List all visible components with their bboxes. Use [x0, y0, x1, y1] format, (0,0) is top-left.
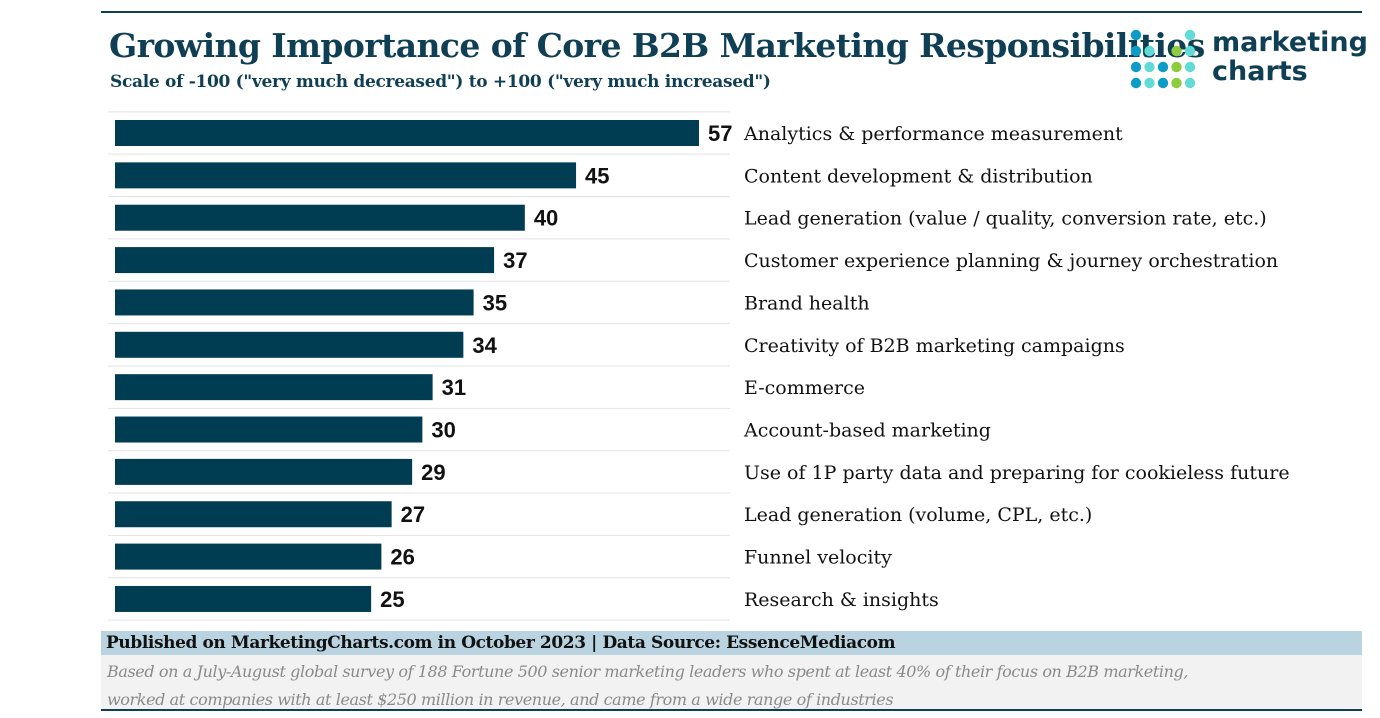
bar [115, 289, 474, 316]
data-label: 30 [431, 418, 455, 443]
bar [115, 331, 464, 358]
data-label: 57 [708, 121, 732, 146]
logo-line1: marketing [1212, 27, 1368, 58]
category-label: Funnel velocity [744, 547, 892, 569]
logo-dot [1144, 61, 1155, 73]
top-rule [101, 11, 1362, 13]
category-label: Lead generation (value / quality, conver… [744, 208, 1267, 230]
logo-dot [1144, 77, 1155, 89]
note-line1: Based on a July-August global survey of … [107, 662, 1189, 681]
logo-dot [1184, 77, 1196, 89]
bottom-rule [101, 709, 1362, 711]
bar [115, 585, 372, 612]
bar [115, 458, 413, 485]
data-label: 26 [390, 545, 414, 570]
data-label: 34 [472, 333, 497, 358]
data-label: 37 [503, 248, 527, 273]
chart-title: Growing Importance of Core B2B Marketing… [109, 26, 1205, 65]
logo-dots-icon [1130, 29, 1196, 89]
marketingcharts-logo: marketing charts [1128, 28, 1368, 90]
logo-dot [1171, 45, 1182, 57]
bar [115, 543, 382, 570]
category-label: Lead generation (volume, CPL, etc.) [744, 504, 1092, 526]
category-label: Content development & distribution [744, 165, 1093, 187]
footer-bar [101, 631, 1362, 655]
category-label: Use of 1P party data and preparing for c… [744, 462, 1290, 484]
category-label: Brand health [744, 292, 870, 314]
note-box [101, 655, 1362, 709]
survey-note: Based on a July-August global survey of … [107, 658, 1188, 714]
chart-subtitle: Scale of -100 ("very much decreased") to… [110, 72, 771, 92]
bar [115, 162, 577, 189]
category-label: Account-based marketing [743, 420, 991, 442]
logo-dot [1171, 61, 1182, 73]
data-label: 35 [483, 290, 507, 315]
bar [115, 120, 699, 146]
bar [115, 204, 525, 231]
data-label: 25 [380, 587, 404, 612]
category-label: Analytics & performance measurement [743, 123, 1123, 145]
logo-text: marketing charts [1212, 28, 1368, 86]
bar [115, 374, 433, 401]
bar [115, 501, 392, 528]
bar-chart: 57 Analytics & performance measurement 45 C… [108, 111, 1290, 621]
note-line2: worked at companies with at least $250 m… [107, 690, 894, 709]
data-label: 29 [421, 460, 445, 485]
logo-dot [1171, 77, 1182, 89]
published-source: Published on MarketingCharts.com in Octo… [106, 633, 896, 653]
logo-dot [1130, 77, 1142, 89]
category-label: Creativity of B2B marketing campaigns [744, 335, 1125, 357]
data-label: 31 [442, 375, 466, 400]
bar [115, 416, 423, 443]
category-label: E-commerce [744, 377, 865, 399]
logo-dot [1157, 77, 1169, 89]
logo-dot [1130, 29, 1142, 41]
logo-dot [1184, 61, 1196, 73]
logo-dot [1130, 61, 1142, 73]
bar [115, 247, 495, 274]
logo-dot [1184, 45, 1196, 57]
logo-dot [1157, 61, 1169, 73]
logo-dot [1130, 45, 1142, 57]
category-label: Customer experience planning & journey o… [744, 250, 1278, 272]
data-label: 27 [401, 502, 425, 527]
logo-line2: charts [1212, 56, 1308, 87]
logo-dot [1144, 45, 1155, 57]
logo-dot [1184, 29, 1196, 41]
data-label: 40 [534, 206, 558, 231]
data-label: 45 [585, 163, 609, 188]
category-label: Research & insights [744, 589, 939, 611]
